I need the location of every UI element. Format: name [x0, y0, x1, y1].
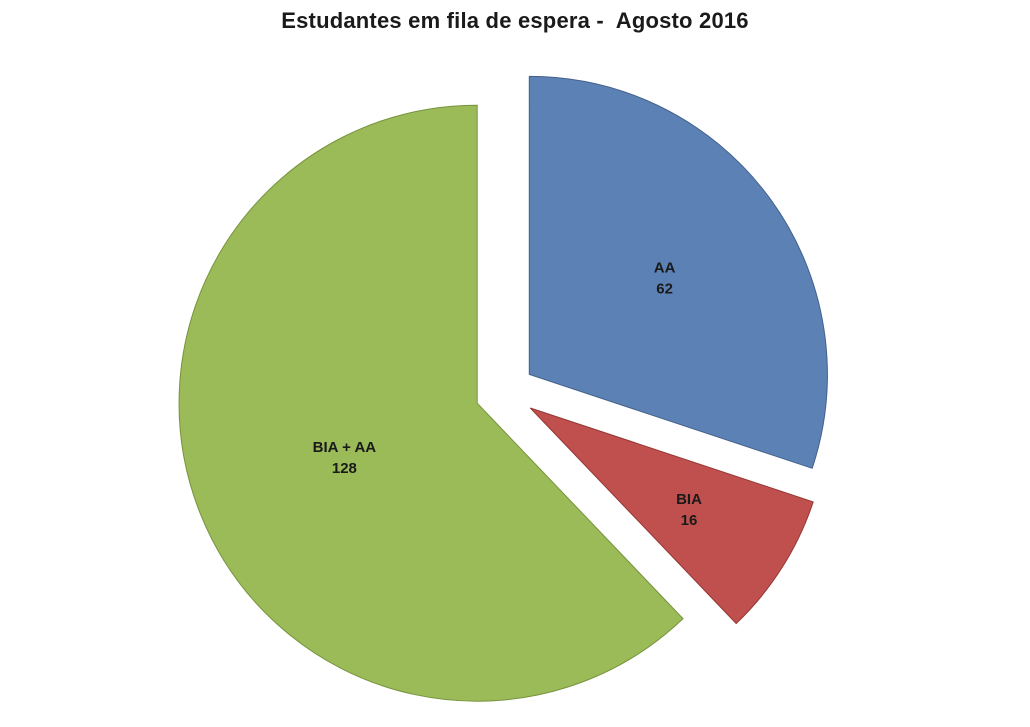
chart-title: Estudantes em fila de espera - Agosto 20… — [281, 8, 749, 33]
slice-label-bia: BIA 16 — [676, 491, 702, 529]
pie-slice-aa — [528, 75, 828, 469]
slice-label-aa: AA 62 — [654, 259, 676, 297]
pie-slice-bia-aa — [178, 104, 684, 702]
pie-slice-bia — [529, 407, 814, 625]
slice-label-bia-aa: BIA + AA 128 — [313, 439, 377, 477]
